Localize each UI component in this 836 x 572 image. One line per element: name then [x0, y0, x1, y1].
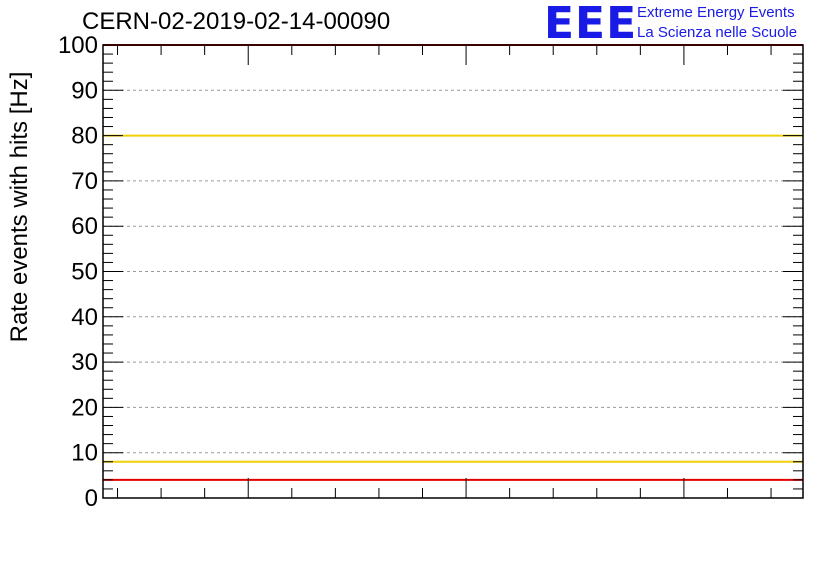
y-tick-label: 50: [71, 259, 98, 286]
logo-line-2: La Scienza nelle Scuole: [637, 24, 798, 41]
y-tick-label: 40: [71, 304, 98, 331]
y-tick-label: 70: [71, 168, 98, 195]
y-tick-label: 60: [71, 213, 98, 240]
y-tick-label: 30: [71, 349, 98, 376]
y-tick-label: 10: [71, 440, 98, 467]
y-tick-label: 20: [71, 394, 98, 421]
y-tick-label: 0: [85, 485, 98, 512]
eee-logo-mark: EEE: [544, 0, 638, 49]
logo-line-1: Extreme Energy Events: [637, 4, 795, 21]
y-tick-label: 100: [58, 32, 98, 59]
chart-title: CERN-02-2019-02-14-00090: [82, 8, 391, 35]
y-tick-label: 80: [71, 123, 98, 150]
y-tick-label: 90: [71, 77, 98, 104]
